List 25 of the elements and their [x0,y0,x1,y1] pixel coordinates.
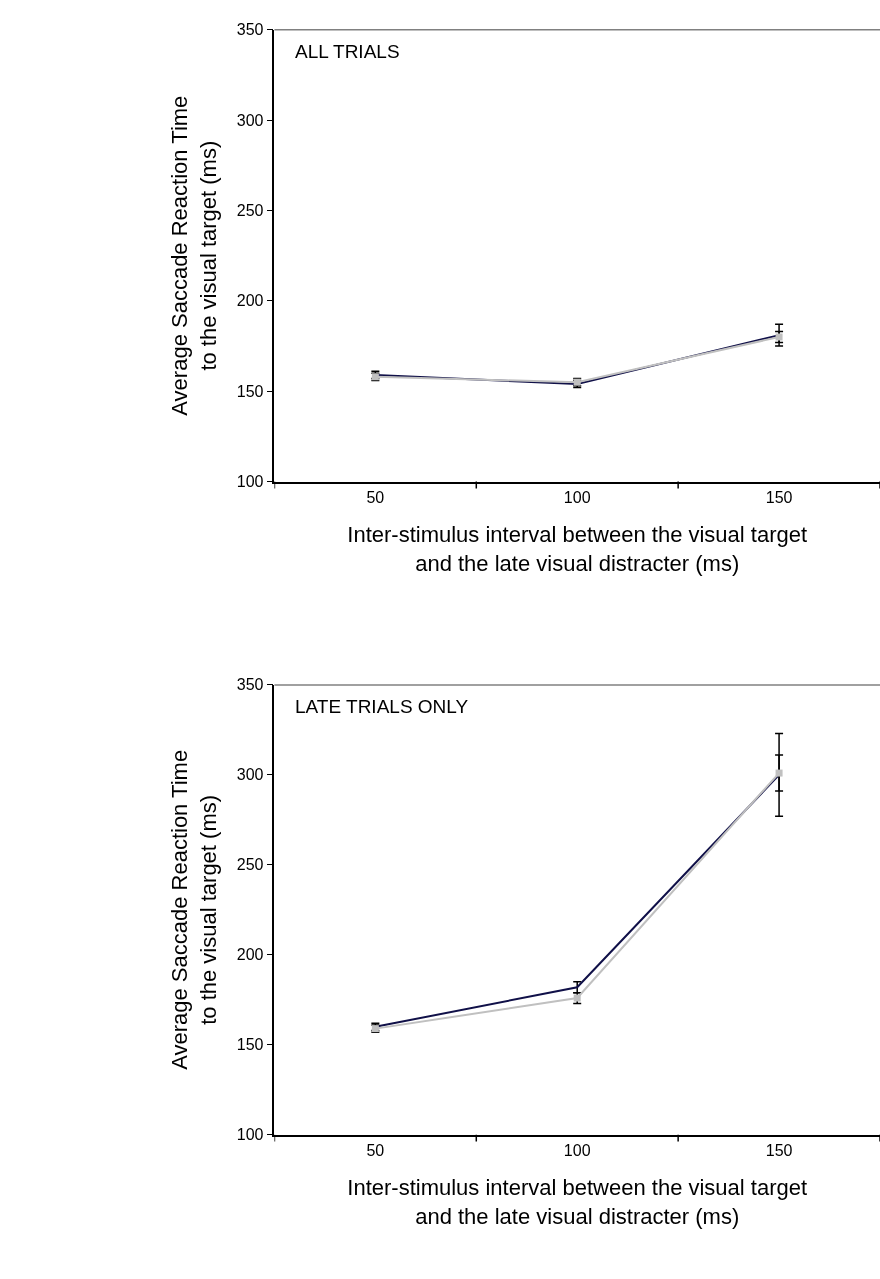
y-tick-label: 250 [236,202,264,220]
y-tick-label: 350 [236,676,264,694]
y-tick-label: 150 [236,382,264,400]
x-tick-label: 100 [563,1141,591,1159]
x-tick-label: 100 [563,488,591,506]
y-axis-title: Average Saccade Reaction Time to the visual target (ms) [167,95,222,416]
y-tick-label: 300 [236,766,264,784]
y-tick-label: 200 [236,292,264,310]
x-axis-title: Inter-stimulus interval between the visual target and the late visual distracter (ms) [347,521,808,576]
x-tick-label: 50 [366,488,385,506]
x-tick-label: 150 [765,1141,793,1159]
y-axis-title: Average Saccade Reaction Time to the visual target (ms) [167,749,222,1070]
y-tick-label: 300 [236,111,264,129]
point [775,769,783,777]
y-tick-label: 200 [236,946,264,964]
y-tick-label: 100 [236,1126,264,1144]
y-tick-label: 100 [236,473,264,491]
y-tick-label: 350 [236,21,264,39]
y-tick-label: 150 [236,1036,264,1054]
x-tick-label: 150 [765,488,793,506]
x-axis-title: Inter-stimulus interval between the visual target and the late visual distracter (ms) [347,1175,808,1229]
text: LATE TRIALS ONLY [295,696,469,717]
text: ALL TRIALS [295,41,400,62]
y-tick-label: 250 [236,856,264,874]
x-tick-label: 50 [366,1141,385,1159]
